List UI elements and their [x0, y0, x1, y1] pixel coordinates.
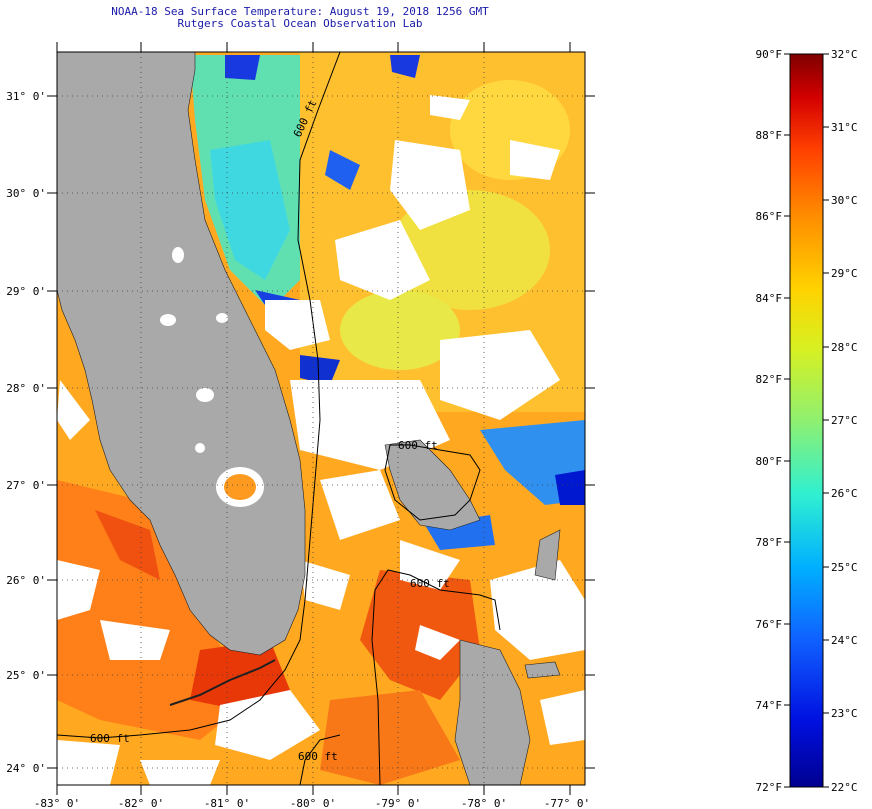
colorbar-c-label: 22°C — [831, 781, 858, 794]
lon-tick-label: -77° 0' — [544, 797, 590, 809]
colorbar-f-label: 72°F — [756, 781, 783, 794]
land-islet — [524, 661, 561, 679]
colorbar-f-label: 88°F — [756, 129, 783, 142]
colorbar-f-label: 78°F — [756, 536, 783, 549]
colorbar-f-label: 90°F — [756, 48, 783, 61]
colorbar-c-label: 26°C — [831, 487, 858, 500]
lat-tick-label: 29° 0' — [6, 285, 46, 298]
colorbar-c-label: 24°C — [831, 634, 858, 647]
lon-tick-label: -83° 0' — [34, 797, 80, 809]
inland-lakes — [160, 247, 228, 453]
lat-tick-label: 28° 0' — [6, 382, 46, 395]
land-eleuthera — [534, 529, 561, 581]
graticule — [57, 52, 585, 785]
colorbar-c-label: 23°C — [831, 707, 858, 720]
colorbar-c-label: 30°C — [831, 194, 858, 207]
lat-tick-label: 30° 0' — [6, 187, 46, 200]
contour-label: 600 ft — [298, 750, 338, 763]
colorbar-f-label: 80°F — [756, 455, 783, 468]
map-frame — [56, 51, 586, 786]
lat-tick-label: 25° 0' — [6, 669, 46, 682]
lat-tick-label: 31° 0' — [6, 90, 46, 103]
contour-label: 600 ft — [410, 577, 450, 590]
lon-tick-label: -78° 0' — [461, 797, 507, 809]
axis-ticks — [47, 42, 595, 795]
colorbar-scale — [789, 53, 824, 788]
lon-tick-label: -82° 0' — [118, 797, 164, 809]
colorbar-c-label: 29°C — [831, 267, 858, 280]
colorbar-c-label: 25°C — [831, 561, 858, 574]
colorbar-ticks — [784, 53, 829, 788]
lon-tick-label: -80° 0' — [290, 797, 336, 809]
colorbar-f-label: 84°F — [756, 292, 783, 305]
colorbar-c-label: 31°C — [831, 121, 858, 134]
colorbar: 90°F 88°F 86°F 84°F 82°F 80°F 78°F 76°F … — [756, 48, 858, 794]
lat-tick-label: 24° 0' — [6, 762, 46, 775]
colorbar-c-label: 27°C — [831, 414, 858, 427]
colorbar-f-label: 86°F — [756, 210, 783, 223]
sst-field — [57, 52, 585, 785]
florida-keys — [169, 659, 276, 706]
lon-tick-label: -81° 0' — [204, 797, 250, 809]
map-subtitle: Rutgers Coastal Ocean Observation Lab — [177, 17, 423, 30]
colorbar-f-label: 74°F — [756, 699, 783, 712]
map-title: NOAA-18 Sea Surface Temperature: August … — [111, 5, 489, 18]
clouds — [57, 95, 585, 785]
contour-label: 600 ft — [398, 439, 438, 452]
isobath-600ft — [57, 52, 501, 785]
land-great-exuma — [454, 639, 531, 785]
colorbar-c-label: 32°C — [831, 48, 858, 61]
colorbar-f-label: 76°F — [756, 618, 783, 631]
colorbar-c-label: 28°C — [831, 341, 858, 354]
lon-tick-label: -79° 0' — [375, 797, 421, 809]
colorbar-f-label: 82°F — [756, 373, 783, 386]
contour-label: 600 ft — [90, 732, 130, 745]
lat-tick-label: 26° 0' — [6, 574, 46, 587]
lat-tick-label: 27° 0' — [6, 479, 46, 492]
